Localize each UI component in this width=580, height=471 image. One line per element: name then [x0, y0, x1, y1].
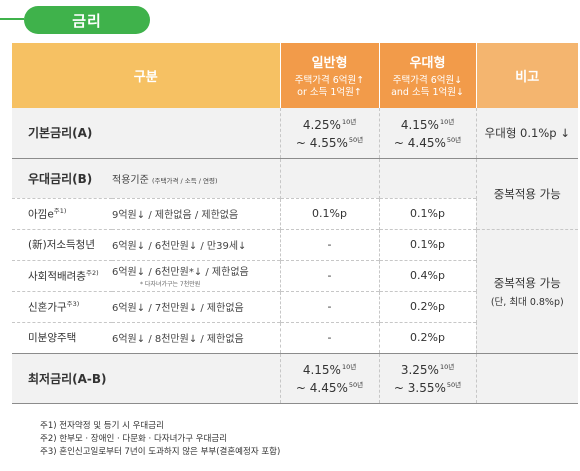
- preferential-rate-label: 우대금리(B): [12, 158, 112, 198]
- row-general: -: [279, 228, 380, 260]
- footnote-3: 주3) 혼인신고일로부터 7년이 도과하지 않은 부부(결혼예정자 포함): [40, 447, 281, 457]
- min-pref-low: 3.25%: [400, 363, 439, 377]
- row-pref: 0.1%p: [378, 228, 477, 260]
- row-general: -: [279, 321, 380, 353]
- row-name: 아낌e주1): [12, 197, 112, 229]
- criteria-detail: (주택가격 / 소득 / 연령): [152, 176, 218, 185]
- min-pref-high: ~ 3.55%: [393, 381, 446, 395]
- base-rate-row: 기본금리(A) 4.25%10년 ~ 4.55%50년 4.15%10년 ~ 4…: [12, 108, 579, 159]
- base-pref-high: ~ 4.45%: [393, 135, 446, 150]
- header-preferential-cond2: and 소득 1억원↓: [391, 87, 464, 98]
- header-general-cond2: or 소득 1억원↑: [297, 87, 362, 98]
- row-general: -: [279, 290, 380, 322]
- base-rate-preferential: 4.15%10년 ~ 4.45%50년: [378, 108, 477, 159]
- row-name: 사회적배려층주2): [12, 259, 112, 291]
- row-criteria: 6억원↓ / 8천만원↓ / 제한없음: [112, 321, 281, 353]
- header-general-title: 일반형: [311, 56, 348, 71]
- criteria-label: 적용기준: [112, 174, 149, 186]
- min-rate-preferential: 3.25%10년 ~ 3.55%50년: [378, 352, 477, 404]
- row-name: (新)저소득청년: [12, 228, 112, 260]
- footnotes: 주1) 전자약정 및 등기 시 우대금리 주2) 한부모 · 장애인 · 다문화…: [40, 420, 280, 459]
- min-rate-label: 최저금리(A-B): [12, 352, 281, 404]
- base-general-low: 4.25%: [302, 117, 341, 132]
- preferential-rate-title-row: 우대금리(B) 적용기준 (주택가격 / 소득 / 연령) 중복적용 가능: [12, 158, 579, 229]
- table-row: (新)저소득청년 6억원↓ / 6천만원↓ / 만39세↓ - 0.1%p 중복…: [12, 228, 579, 353]
- section-title: 금리: [24, 6, 150, 34]
- row-name: 미분양주택: [12, 321, 112, 353]
- header-preferential-cond1: 주택가격 6억원↓: [392, 75, 463, 86]
- base-general-low-term: 10년: [341, 117, 357, 126]
- row-pref: 0.2%p: [378, 321, 477, 353]
- remark-duplicate-2-text: 중복적용 가능: [493, 275, 561, 290]
- row-general: -: [279, 259, 380, 291]
- footnote-1: 주1) 전자약정 및 등기 시 우대금리: [40, 421, 164, 431]
- min-pref-low-term: 10년: [439, 363, 455, 371]
- footnote-2: 주2) 한부모 · 장애인 · 다문화 · 다자녀가구 우대금리: [40, 434, 228, 444]
- rate-table: 구분 일반형 주택가격 6억원↑ or 소득 1억원↑ 우대형 주택가격 6억원…: [12, 43, 579, 404]
- remark-duplicate-1-text: 중복적용 가능: [493, 186, 561, 201]
- base-pref-low: 4.15%: [400, 117, 439, 132]
- base-rate-remark: 우대형 0.1%p ↓: [475, 108, 579, 159]
- table-row: 신혼가구주3) 6억원↓ / 7천만원↓ / 제한없음 - 0.2%p: [12, 290, 578, 322]
- min-general-low-term: 10년: [341, 363, 357, 371]
- criteria-note: * 다자녀가구는 7천만원: [140, 281, 201, 288]
- min-general-high-term: 50년: [348, 381, 364, 389]
- header-category: 구분: [12, 43, 281, 108]
- min-pref-high-term: 50년: [446, 381, 462, 389]
- remark-duplicate-1: 중복적용 가능: [475, 158, 579, 229]
- row-criteria: 6억원↓ / 7천만원↓ / 제한없음: [112, 290, 281, 322]
- base-rate-general: 4.25%10년 ~ 4.55%50년: [279, 108, 380, 159]
- remark-duplicate-2-sub: (단, 최대 0.8%p): [490, 296, 564, 308]
- remark-duplicate-2: 중복적용 가능 (단, 최대 0.8%p): [475, 228, 579, 353]
- header-general-cond1: 주택가격 6억원↑: [294, 75, 365, 86]
- header-preferential-title: 우대형: [409, 56, 446, 71]
- table-row: 아낌e주1) 9억원↓ / 제한없음 / 제한없음 0.1%p 0.1%p: [12, 197, 578, 229]
- table-row: 미분양주택 6억원↓ / 8천만원↓ / 제한없음 - 0.2%p: [12, 321, 578, 353]
- base-general-high: ~ 4.55%: [295, 135, 348, 150]
- row-name: 신혼가구주3): [12, 290, 112, 322]
- min-general-low: 4.15%: [302, 363, 341, 377]
- header-remarks: 비고: [475, 43, 579, 108]
- min-general-high: ~ 4.45%: [295, 381, 348, 395]
- title-line: [0, 18, 24, 20]
- base-pref-low-term: 10년: [439, 117, 455, 126]
- table-header: 구분 일반형 주택가격 6억원↑ or 소득 1억원↑ 우대형 주택가격 6억원…: [12, 43, 579, 108]
- table-row: 사회적배려층주2) 6억원↓ / 6천만원*↓ / 제한없음 * 다자녀가구는 …: [12, 259, 578, 291]
- base-rate-label: 기본금리(A): [12, 108, 281, 159]
- criteria-header: 적용기준 (주택가격 / 소득 / 연령): [112, 158, 281, 198]
- base-general-high-term: 50년: [348, 135, 364, 144]
- min-rate-row: 최저금리(A-B) 4.15%10년 ~ 4.45%50년 3.25%10년 ~…: [12, 352, 579, 404]
- row-criteria: 9억원↓ / 제한없음 / 제한없음: [112, 197, 281, 229]
- row-criteria: 6억원↓ / 6천만원↓ / 만39세↓: [112, 228, 281, 260]
- header-preferential: 우대형 주택가격 6억원↓ and 소득 1억원↓: [378, 43, 477, 108]
- row-pref: 0.1%p: [378, 197, 477, 229]
- row-criteria: 6억원↓ / 6천만원*↓ / 제한없음 * 다자녀가구는 7천만원: [112, 259, 281, 291]
- base-pref-high-term: 50년: [446, 135, 462, 144]
- row-general: 0.1%p: [279, 197, 380, 229]
- row-pref: 0.2%p: [378, 290, 477, 322]
- header-general: 일반형 주택가격 6억원↑ or 소득 1억원↑: [279, 43, 380, 108]
- row-pref: 0.4%p: [378, 259, 477, 291]
- min-rate-general: 4.15%10년 ~ 4.45%50년: [279, 352, 380, 404]
